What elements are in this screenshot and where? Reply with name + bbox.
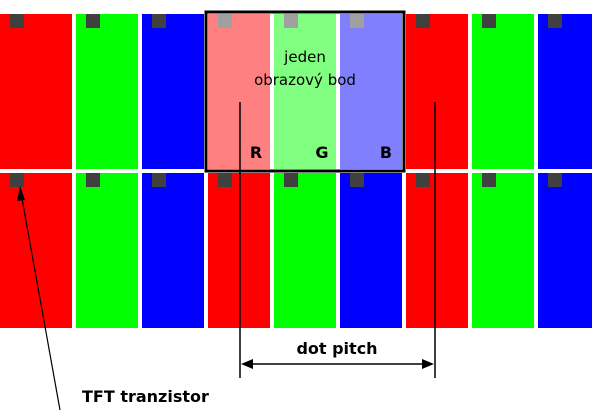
pixel-label-line2: obrazový bod [254, 71, 356, 89]
transistor-label: TFT tranzistor [82, 387, 209, 406]
transistor-pointer-arrowhead [17, 186, 25, 201]
tft-transistor [10, 14, 24, 28]
channel-label-g: G [315, 143, 328, 162]
subpixel-green [472, 173, 534, 328]
subpixel-green [76, 14, 138, 169]
tft-transistor [284, 14, 298, 28]
tft-transistor [350, 14, 364, 28]
subpixel-red [208, 14, 270, 169]
pixel-label-line1: jeden [283, 48, 326, 66]
subpixel-green [274, 14, 336, 169]
tft-transistor [10, 173, 24, 187]
subpixel-green [274, 173, 336, 328]
subpixel-blue [538, 173, 592, 328]
channel-label-r: R [250, 143, 262, 162]
subpixel-red [406, 173, 468, 328]
subpixel-red [208, 173, 270, 328]
subpixel-blue [538, 14, 592, 169]
subpixel-blue [142, 14, 204, 169]
channel-label-b: B [380, 143, 392, 162]
tft-transistor [152, 173, 166, 187]
subpixel-blue [340, 14, 402, 169]
subpixel-grid [0, 14, 592, 328]
tft-transistor [218, 173, 232, 187]
tft-transistor [86, 14, 100, 28]
tft-transistor [350, 173, 364, 187]
pixel-outline [204, 10, 406, 173]
tft-transistor [416, 14, 430, 28]
transistor-pointer-line [20, 192, 61, 411]
tft-transistor [482, 173, 496, 187]
tft-transistor [548, 173, 562, 187]
subpixel-blue [142, 173, 204, 328]
tft-transistor [548, 14, 562, 28]
tft-transistor [284, 173, 298, 187]
subpixel-red [406, 14, 468, 169]
arrowhead-right [422, 359, 434, 369]
dot-pitch-label: dot pitch [296, 339, 377, 358]
subpixel-green [472, 14, 534, 169]
tft-transistor [152, 14, 166, 28]
tft-transistor [218, 14, 232, 28]
tft-transistor [86, 173, 100, 187]
tft-transistor [416, 173, 430, 187]
subpixel-blue [340, 173, 402, 328]
subpixel-red [0, 173, 72, 328]
subpixel-green [76, 173, 138, 328]
arrowhead-left [241, 359, 253, 369]
subpixel-red [0, 14, 72, 169]
tft-transistor [482, 14, 496, 28]
